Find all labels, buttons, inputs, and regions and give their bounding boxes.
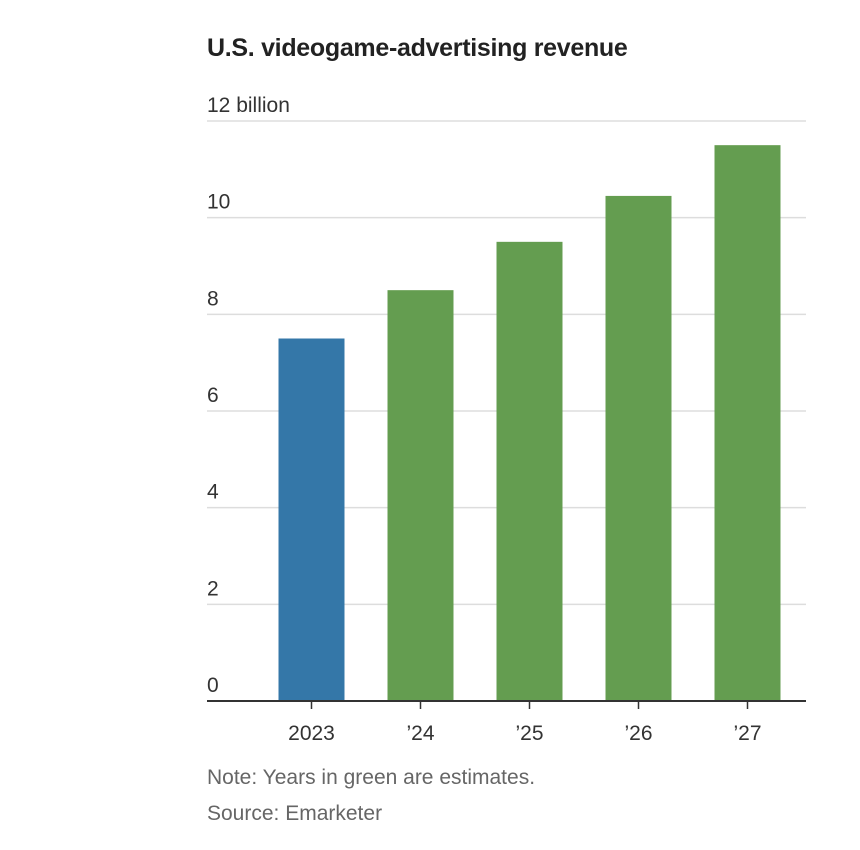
y-tick-label: 6 bbox=[207, 384, 219, 407]
chart-title: U.S. videogame-advertising revenue bbox=[207, 34, 628, 62]
bar-2 bbox=[387, 290, 454, 701]
chart-note: Note: Years in green are estimates. bbox=[207, 766, 536, 789]
x-axis bbox=[207, 700, 806, 709]
y-axis-tick-labels: 0 2 4 6 8 10 12 billion bbox=[207, 94, 290, 697]
x-category-label: ’26 bbox=[624, 722, 652, 745]
bars bbox=[278, 145, 781, 702]
x-axis-category-labels: 2023 ’24 ’25 ’26 ’27 bbox=[288, 722, 761, 745]
y-tick-label: 2 bbox=[207, 577, 219, 600]
y-tick-label: 12 billion bbox=[207, 94, 290, 117]
x-category-label: ’25 bbox=[515, 722, 543, 745]
y-tick-label: 10 bbox=[207, 191, 230, 214]
bar-1 bbox=[278, 338, 345, 701]
x-category-label: ’24 bbox=[406, 722, 434, 745]
bar-3 bbox=[496, 241, 563, 702]
y-tick-label: 0 bbox=[207, 674, 219, 697]
x-category-label: ’27 bbox=[733, 722, 761, 745]
bar-4 bbox=[605, 195, 672, 701]
chart-source: Source: Emarketer bbox=[207, 802, 383, 825]
x-category-label: 2023 bbox=[288, 722, 335, 745]
bar-5 bbox=[714, 145, 781, 701]
y-tick-label: 8 bbox=[207, 287, 219, 310]
y-tick-label: 4 bbox=[207, 481, 219, 504]
